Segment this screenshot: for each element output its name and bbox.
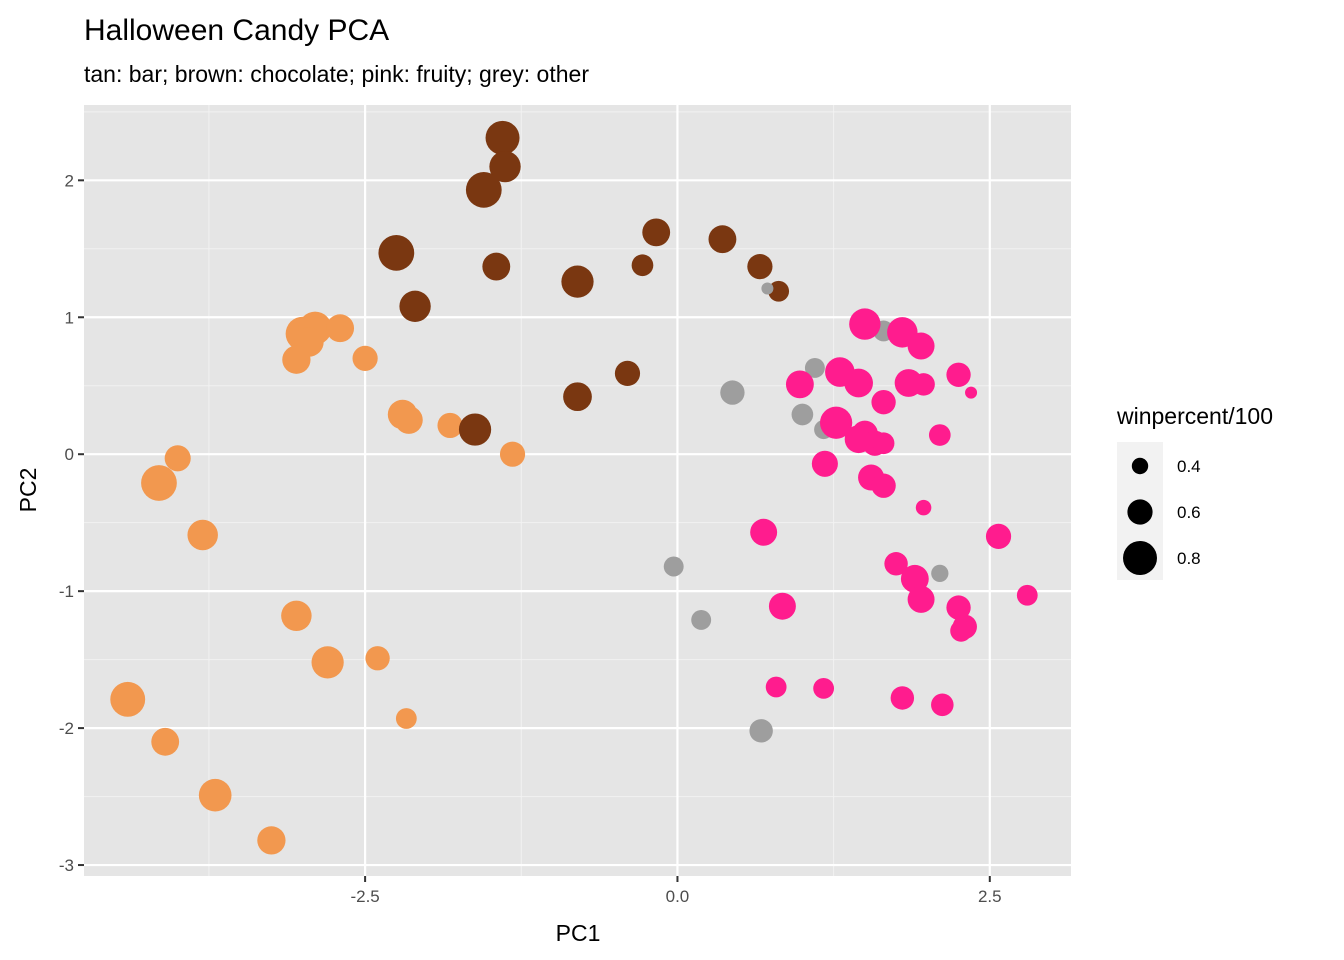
point-chocolate bbox=[708, 225, 737, 254]
y-tick-label: 2 bbox=[65, 171, 74, 190]
x-tick-label: 0.0 bbox=[666, 887, 690, 906]
point-chocolate bbox=[378, 235, 415, 271]
point-chocolate bbox=[489, 150, 521, 183]
x-tick-label: 2.5 bbox=[978, 887, 1002, 906]
point-other bbox=[804, 357, 825, 378]
point-chocolate bbox=[482, 252, 511, 281]
point-fruity bbox=[844, 368, 873, 398]
point-other bbox=[761, 282, 774, 295]
point-bar bbox=[326, 314, 355, 343]
legend-key-circle bbox=[1123, 541, 1157, 575]
point-bar bbox=[151, 727, 180, 756]
point-bar bbox=[198, 778, 232, 812]
point-chocolate bbox=[465, 172, 502, 208]
point-fruity bbox=[931, 693, 954, 717]
point-other bbox=[931, 564, 949, 582]
point-fruity bbox=[946, 362, 971, 387]
legend-keys: 0.4 0.6 0.8 bbox=[1123, 457, 1201, 575]
point-other bbox=[749, 719, 773, 743]
y-tick-label: 0 bbox=[65, 445, 74, 464]
point-fruity bbox=[950, 620, 972, 642]
y-tick-label: 1 bbox=[65, 308, 74, 327]
y-tick-label: -3 bbox=[59, 856, 74, 875]
legend-key-circle bbox=[1131, 457, 1149, 475]
point-bar bbox=[110, 681, 146, 717]
point-bar bbox=[499, 441, 526, 467]
point-bar bbox=[365, 646, 390, 671]
point-bar bbox=[257, 826, 286, 855]
point-fruity bbox=[1016, 584, 1038, 606]
x-tick-label: -2.5 bbox=[350, 887, 379, 906]
point-chocolate bbox=[642, 218, 671, 247]
plot-panel bbox=[84, 105, 1071, 876]
chart-title: Halloween Candy PCA bbox=[84, 14, 389, 47]
y-axis-ticks: 2 1 0 -1 -2 -3 bbox=[59, 171, 84, 875]
point-chocolate bbox=[399, 290, 431, 322]
legend-title: winpercent/100 bbox=[1116, 403, 1273, 429]
point-fruity bbox=[768, 592, 796, 620]
point-chocolate bbox=[768, 280, 790, 302]
point-chocolate bbox=[563, 382, 592, 412]
y-tick-label: -1 bbox=[59, 582, 74, 601]
point-bar bbox=[164, 445, 191, 472]
point-fruity bbox=[985, 523, 1012, 549]
point-fruity bbox=[765, 676, 787, 698]
point-fruity bbox=[900, 564, 929, 593]
legend-key-circle bbox=[1127, 499, 1153, 525]
point-fruity bbox=[890, 686, 915, 710]
point-chocolate bbox=[614, 360, 641, 387]
size-legend: winpercent/100 0.4 0.6 0.8 bbox=[1116, 403, 1273, 580]
point-chocolate bbox=[631, 254, 654, 277]
point-other bbox=[691, 609, 712, 630]
point-fruity bbox=[785, 370, 814, 399]
legend-key-label: 0.8 bbox=[1177, 549, 1201, 568]
point-fruity bbox=[813, 677, 835, 699]
point-fruity bbox=[907, 585, 935, 613]
point-fruity bbox=[907, 332, 935, 360]
point-fruity bbox=[965, 386, 978, 399]
data-points bbox=[110, 120, 1038, 855]
y-tick-label: -2 bbox=[59, 719, 74, 738]
point-fruity bbox=[871, 390, 896, 415]
point-fruity bbox=[871, 473, 896, 498]
legend-key-label: 0.4 bbox=[1177, 457, 1201, 476]
x-axis-title: PC1 bbox=[556, 920, 601, 946]
point-fruity bbox=[946, 595, 971, 620]
chart-subtitle: tan: bar; brown: chocolate; pink: fruity… bbox=[84, 61, 589, 87]
point-bar bbox=[395, 708, 417, 729]
point-bar bbox=[311, 646, 344, 679]
point-bar bbox=[352, 345, 378, 371]
point-fruity bbox=[912, 373, 935, 396]
point-chocolate bbox=[485, 120, 520, 155]
point-other bbox=[663, 556, 684, 577]
x-axis-ticks: -2.5 0.0 2.5 bbox=[350, 876, 1002, 906]
point-other bbox=[720, 380, 745, 405]
point-other bbox=[791, 403, 814, 426]
y-axis-title: PC2 bbox=[15, 468, 41, 513]
point-fruity bbox=[872, 432, 895, 455]
point-chocolate bbox=[458, 413, 492, 446]
legend-key-label: 0.6 bbox=[1177, 503, 1201, 522]
point-fruity bbox=[811, 450, 838, 477]
point-fruity bbox=[750, 518, 778, 546]
grid-major bbox=[84, 105, 1071, 876]
point-fruity bbox=[819, 406, 853, 439]
point-bar bbox=[437, 412, 463, 439]
point-chocolate bbox=[561, 265, 594, 298]
point-bar bbox=[394, 406, 423, 434]
point-fruity bbox=[849, 308, 881, 340]
point-bar bbox=[141, 465, 177, 501]
point-fruity bbox=[928, 424, 951, 446]
grid-minor bbox=[84, 105, 1071, 876]
point-bar bbox=[187, 519, 218, 551]
point-fruity bbox=[915, 499, 932, 516]
point-chocolate bbox=[747, 253, 773, 280]
point-bar bbox=[282, 345, 311, 374]
point-fruity bbox=[884, 552, 908, 576]
point-bar bbox=[281, 600, 312, 632]
